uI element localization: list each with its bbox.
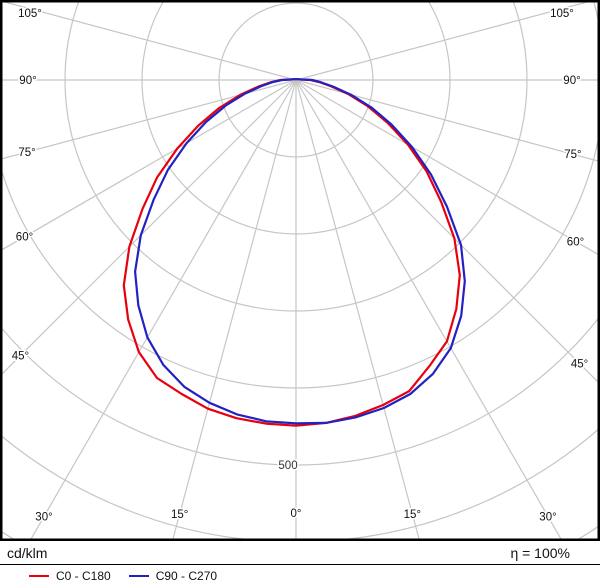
grid-ray--30 — [30, 79, 297, 539]
angle-label: 105° — [18, 8, 42, 20]
grid-ray--45 — [2, 79, 297, 375]
legend-item-c90-c270: C90 - C270 — [128, 569, 218, 583]
polar-grid — [2, 2, 598, 539]
angle-label: 15° — [404, 509, 421, 521]
curve-C90-C270 — [134, 78, 466, 425]
grid-ray-105 — [295, 2, 590, 81]
footer-row: cd/klm η = 100% — [0, 541, 600, 564]
legend-label-c90-c270: C90 - C270 — [155, 569, 218, 583]
angle-label: 60° — [567, 236, 584, 248]
angle-label: 45° — [12, 351, 29, 363]
grid-ray-75 — [295, 79, 598, 162]
grid-ray--105 — [2, 2, 297, 81]
legend-line-red — [29, 575, 49, 577]
angle-label: 45° — [571, 359, 588, 371]
polar-chart: 105° 90° 75° 60° 45° 30° 15° 0° 15° 30° 45° 60° 75° 9… — [0, 0, 600, 541]
angle-label: 90° — [563, 75, 580, 87]
efficiency-label: η = 100% — [510, 544, 570, 561]
angle-label: 30° — [539, 512, 556, 524]
legend-label-c0-c180: C0 - C180 — [56, 569, 111, 583]
angle-label: 30° — [35, 512, 52, 524]
unit-label: cd/klm — [7, 544, 48, 561]
angle-label: 75° — [18, 147, 35, 159]
chart-footer: cd/klm η = 100% C0 - C180 C90 - C270 — [0, 541, 600, 587]
grid-ray-45 — [295, 79, 598, 383]
angle-label: 90° — [19, 75, 36, 87]
chart-background — [0, 0, 600, 541]
angle-label: 75° — [564, 149, 581, 161]
chart-frame — [0, 0, 600, 541]
angle-label: 105° — [550, 8, 574, 20]
legend-item-c0-c180: C0 - C180 — [29, 569, 111, 583]
legend-line-blue — [128, 575, 149, 577]
legend: C0 - C180 C90 - C270 — [0, 564, 600, 587]
grid-ray--75 — [2, 79, 297, 160]
grid-ray--60 — [2, 79, 297, 251]
angle-label: 60° — [16, 232, 33, 244]
grid-ray-15 — [295, 79, 420, 539]
angle-label: 0° — [291, 508, 302, 520]
angle-label: 15° — [171, 509, 188, 521]
grid-ray--15 — [172, 79, 297, 539]
radial-value-label: 500 — [278, 460, 297, 472]
grid-ray-30 — [295, 79, 562, 539]
